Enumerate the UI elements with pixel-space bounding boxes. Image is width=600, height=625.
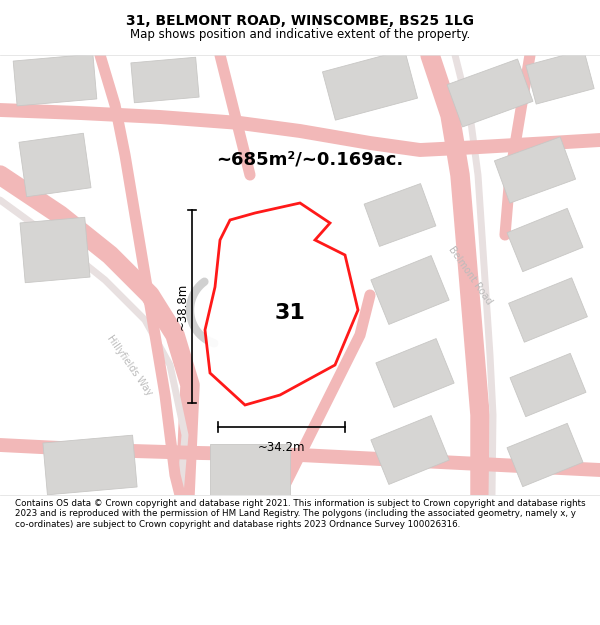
Polygon shape — [20, 217, 90, 282]
Polygon shape — [371, 416, 449, 484]
Polygon shape — [19, 133, 91, 197]
Polygon shape — [371, 256, 449, 324]
Polygon shape — [43, 435, 137, 495]
Polygon shape — [507, 423, 583, 487]
Text: ~38.8m: ~38.8m — [176, 283, 188, 330]
Polygon shape — [13, 54, 97, 106]
Text: 31, BELMONT ROAD, WINSCOMBE, BS25 1LG: 31, BELMONT ROAD, WINSCOMBE, BS25 1LG — [126, 14, 474, 28]
Text: Contains OS data © Crown copyright and database right 2021. This information is : Contains OS data © Crown copyright and d… — [15, 499, 586, 529]
Polygon shape — [210, 444, 290, 496]
Polygon shape — [364, 184, 436, 246]
Polygon shape — [507, 208, 583, 272]
Polygon shape — [447, 59, 533, 127]
Text: 31: 31 — [275, 303, 305, 323]
Text: Map shows position and indicative extent of the property.: Map shows position and indicative extent… — [130, 28, 470, 41]
Polygon shape — [376, 339, 454, 408]
Text: ~685m²/~0.169ac.: ~685m²/~0.169ac. — [217, 151, 404, 169]
Text: ~34.2m: ~34.2m — [258, 441, 305, 454]
Polygon shape — [526, 50, 594, 104]
Polygon shape — [322, 50, 418, 120]
Text: Hillyfields Way: Hillyfields Way — [106, 333, 155, 397]
Polygon shape — [205, 203, 358, 405]
Polygon shape — [494, 137, 575, 203]
Polygon shape — [131, 58, 199, 102]
Polygon shape — [509, 278, 587, 342]
Text: Belmont Road: Belmont Road — [446, 244, 494, 306]
Polygon shape — [510, 353, 586, 417]
